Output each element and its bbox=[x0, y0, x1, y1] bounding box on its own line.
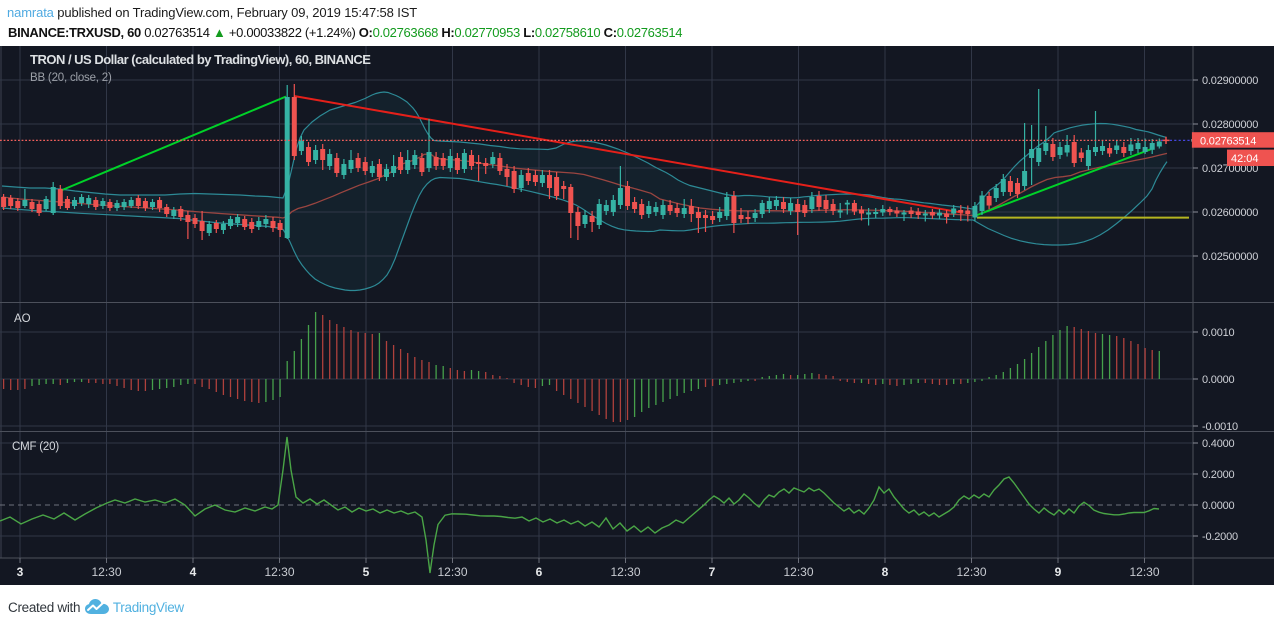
svg-text:12:30: 12:30 bbox=[437, 565, 467, 579]
svg-text:12:30: 12:30 bbox=[1129, 565, 1159, 579]
svg-text:7: 7 bbox=[709, 565, 716, 579]
svg-text:3: 3 bbox=[17, 565, 24, 579]
svg-text:CMF (20): CMF (20) bbox=[12, 441, 59, 453]
svg-text:0.02763514: 0.02763514 bbox=[1200, 135, 1256, 147]
svg-text:AO: AO bbox=[14, 313, 31, 325]
svg-text:0.02700000: 0.02700000 bbox=[1202, 163, 1258, 175]
svg-text:BB (20, close, 2): BB (20, close, 2) bbox=[30, 72, 112, 84]
svg-text:0.0000: 0.0000 bbox=[1202, 500, 1235, 512]
svg-text:8: 8 bbox=[882, 565, 889, 579]
svg-text:5: 5 bbox=[363, 565, 370, 579]
svg-text:12:30: 12:30 bbox=[783, 565, 813, 579]
svg-text:0.02500000: 0.02500000 bbox=[1202, 251, 1258, 263]
svg-text:4: 4 bbox=[190, 565, 197, 579]
svg-text:0.2000: 0.2000 bbox=[1202, 469, 1235, 481]
svg-text:0.02900000: 0.02900000 bbox=[1202, 75, 1258, 87]
svg-text:12:30: 12:30 bbox=[956, 565, 986, 579]
svg-text:TRON / US Dollar (calculated b: TRON / US Dollar (calculated by TradingV… bbox=[30, 52, 371, 67]
svg-text:0.0010: 0.0010 bbox=[1202, 327, 1235, 339]
svg-text:-0.2000: -0.2000 bbox=[1202, 531, 1238, 543]
svg-text:0.02800000: 0.02800000 bbox=[1202, 119, 1258, 131]
svg-text:0.4000: 0.4000 bbox=[1202, 438, 1235, 450]
svg-text:-0.0010: -0.0010 bbox=[1202, 421, 1238, 433]
svg-text:12:30: 12:30 bbox=[264, 565, 294, 579]
svg-text:0.02600000: 0.02600000 bbox=[1202, 207, 1258, 219]
svg-text:12:30: 12:30 bbox=[610, 565, 640, 579]
svg-text:0.0000: 0.0000 bbox=[1202, 374, 1235, 386]
svg-text:9: 9 bbox=[1055, 565, 1062, 579]
svg-text:42:04: 42:04 bbox=[1231, 153, 1259, 165]
svg-text:6: 6 bbox=[536, 565, 543, 579]
svg-text:12:30: 12:30 bbox=[91, 565, 121, 579]
